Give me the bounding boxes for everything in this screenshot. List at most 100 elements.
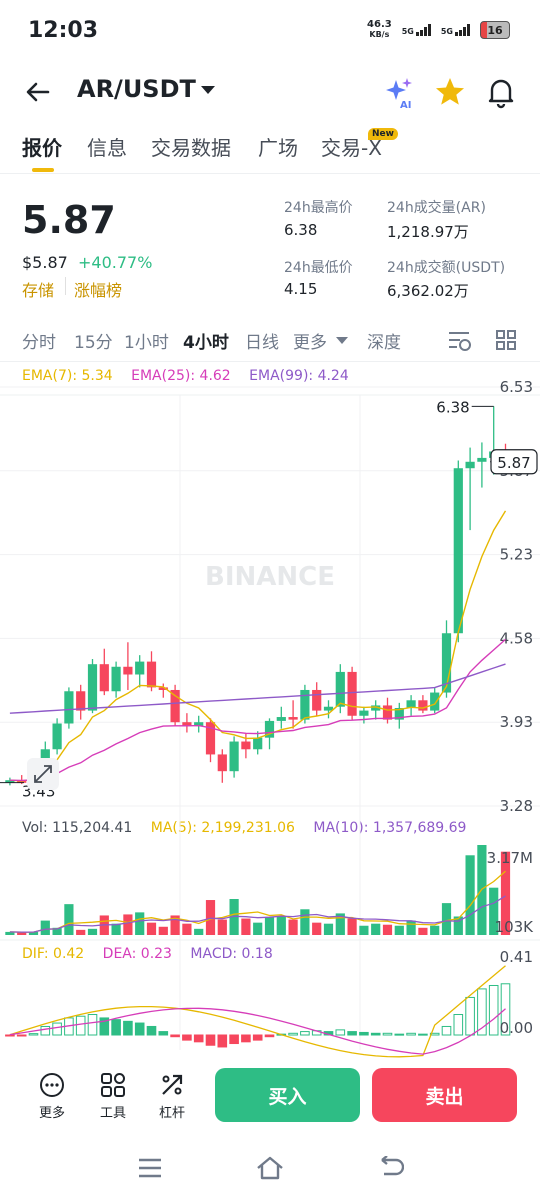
chevron-down-icon[interactable] <box>336 337 348 344</box>
buy-button[interactable]: 买入 <box>215 1068 360 1122</box>
high-value: 6.38 <box>284 221 318 239</box>
ema7-line <box>9 510 507 782</box>
kline-chart[interactable]: BINANCE6.535.875.234.583.933.286.383.435… <box>0 0 540 1060</box>
macd-histogram-bar <box>394 1033 405 1036</box>
back-nav-icon[interactable] <box>376 1156 404 1180</box>
macd-histogram-bar <box>87 1014 98 1036</box>
watermark-binance: BINANCE <box>205 562 335 592</box>
more-button[interactable]: 更多 <box>27 1072 77 1121</box>
leverage-button[interactable]: 杠杆 <box>147 1072 197 1121</box>
volume-bar <box>300 909 310 935</box>
volume-bar <box>28 931 39 935</box>
candle-body <box>253 737 263 750</box>
volume-bar <box>146 922 157 935</box>
candle-body <box>453 468 463 634</box>
price-change: +40.77% <box>78 253 153 272</box>
ai-sparkle-icon[interactable]: AI <box>382 74 418 110</box>
volume-bar <box>158 926 168 935</box>
volume-bar <box>205 900 216 935</box>
macd-axis-tick: 0.41 <box>500 948 533 966</box>
expand-icon <box>34 765 52 783</box>
macd-histogram-bar <box>123 1020 133 1036</box>
layout-grid-icon[interactable] <box>494 328 518 352</box>
tag-top-gainers[interactable]: 涨幅榜 <box>74 281 123 300</box>
sell-button[interactable]: 卖出 <box>372 1068 517 1122</box>
signal-icon: 5G <box>402 24 431 36</box>
volume-bar <box>40 920 50 935</box>
macd-legend: DIF: 0.42 DEA: 0.23 MACD: 0.18 <box>22 946 273 962</box>
candle-body <box>312 689 322 711</box>
last-price: 5.87 <box>22 198 116 242</box>
volume-ma5-line <box>9 870 506 933</box>
chevron-down-icon[interactable] <box>201 86 215 94</box>
ema-legend: EMA(7): 5.34 EMA(25): 4.62 EMA(99): 4.24 <box>22 368 349 384</box>
candle-body <box>382 705 393 720</box>
interval-line[interactable]: 分时 <box>22 333 56 353</box>
leverage-icon <box>162 1074 183 1095</box>
volume-bar <box>323 923 334 935</box>
macd-histogram-bar <box>52 1022 62 1036</box>
volume-bar <box>489 887 499 935</box>
back-arrow-icon[interactable] <box>22 76 54 108</box>
pair-title[interactable]: AR/USDT <box>77 75 196 103</box>
tab-bar: 报价 信息 交易数据 广场 交易-X New <box>0 122 540 174</box>
interval-15m[interactable]: 15分 <box>74 333 113 353</box>
macd-histogram-bar <box>370 1032 381 1036</box>
volume-bar <box>87 928 98 935</box>
candle-body <box>441 633 452 693</box>
home-icon[interactable] <box>255 1154 285 1182</box>
candle-body <box>135 661 145 675</box>
macd-histogram-bar <box>170 1034 180 1038</box>
price-axis-tick: 5.23 <box>500 546 533 564</box>
macd-histogram-bar <box>453 1014 464 1036</box>
low-value: 4.15 <box>284 280 318 298</box>
tab-square[interactable]: 广场 <box>258 136 298 160</box>
tab-quote[interactable]: 报价 <box>22 136 62 160</box>
indicator-settings-icon[interactable] <box>446 328 472 352</box>
ema7-label: EMA(7): 5.34 <box>22 368 113 384</box>
tools-button[interactable]: 工具 <box>88 1072 138 1121</box>
candle-body <box>300 689 310 720</box>
tab-info[interactable]: 信息 <box>87 136 127 160</box>
price-axis-tick: 3.93 <box>500 713 533 731</box>
vol-label: Vol: 115,204.41 <box>22 820 133 836</box>
ema99-line <box>9 663 506 714</box>
candle-body <box>205 722 216 755</box>
macd-histogram-bar <box>406 1032 416 1036</box>
candle-body <box>64 691 74 724</box>
macd-label: MACD: 0.18 <box>190 946 273 962</box>
interval-1d[interactable]: 日线 <box>245 333 279 353</box>
tab-trade-x[interactable]: 交易-X <box>321 136 382 160</box>
macd-histogram-bar <box>99 1017 110 1036</box>
interval-4h[interactable]: 4小时 <box>183 333 229 353</box>
status-bar: 12:03 46.3 KB/s 5G 5G 16 <box>0 0 540 62</box>
candle-body <box>111 666 121 692</box>
volume-ar-label: 24h成交量(AR) <box>387 200 486 216</box>
bell-icon[interactable] <box>483 74 519 110</box>
tag-storage[interactable]: 存储 <box>22 281 55 300</box>
volume-bar <box>441 903 452 935</box>
volume-bar <box>406 920 416 935</box>
volume-bar <box>170 915 180 935</box>
candle-body <box>406 700 416 709</box>
candle-body <box>182 722 192 727</box>
macd-histogram-bar <box>193 1034 204 1043</box>
candle-body <box>430 692 440 711</box>
interval-more[interactable]: 更多 <box>293 333 327 353</box>
ema25-label: EMA(25): 4.62 <box>131 368 231 384</box>
volume-bar <box>253 922 263 935</box>
favorite-star-icon[interactable] <box>432 74 468 110</box>
macd-histogram-bar <box>359 1031 369 1036</box>
interval-1h[interactable]: 1小时 <box>124 333 169 353</box>
volume-bar <box>5 931 15 935</box>
volume-bar <box>453 916 463 935</box>
candle-body <box>158 687 168 690</box>
ma10-label: MA(10): 1,357,689.69 <box>313 820 467 836</box>
more-dots-icon <box>40 1073 64 1097</box>
svg-text:AI: AI <box>400 100 411 110</box>
menu-icon[interactable] <box>137 1156 163 1180</box>
macd-histogram-bar <box>182 1034 192 1041</box>
interval-depth[interactable]: 深度 <box>367 333 401 353</box>
volume-bar <box>123 914 133 935</box>
tab-trading-data[interactable]: 交易数据 <box>151 136 231 160</box>
